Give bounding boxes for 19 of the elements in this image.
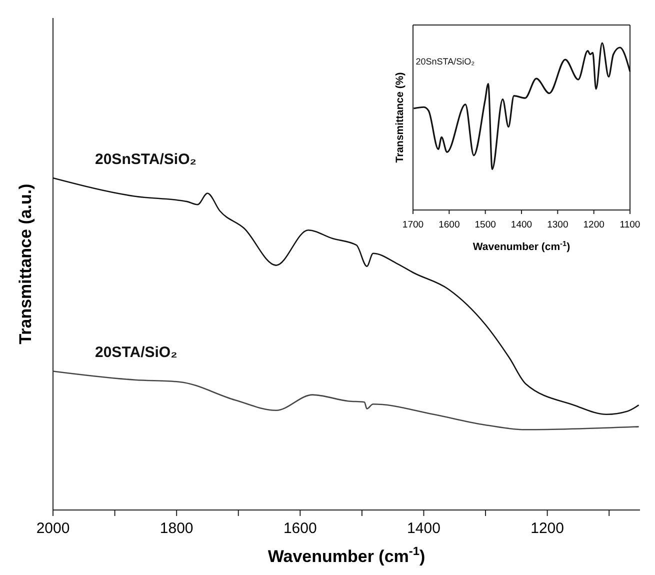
x-axis-title: Wavenumber (cm$^{-1}$) — [268, 544, 426, 566]
x-tick-label: 1300 — [547, 220, 568, 230]
x-tick-label: 1400 — [407, 520, 440, 537]
text: 20SnSTA/SiO₂ — [416, 56, 476, 66]
x-tick-label: 1800 — [160, 520, 194, 537]
x-tick-label: 1200 — [583, 220, 604, 230]
x-tick-label: 1500 — [474, 220, 496, 230]
x-tick-label: 1200 — [530, 520, 564, 537]
series-label: 20SnSTA/SiO₂ — [95, 151, 196, 168]
x-tick-label: 1600 — [283, 520, 317, 537]
x-tick-label: 1600 — [438, 220, 460, 230]
y-axis-title: Transmittance (%) — [394, 72, 406, 163]
x-tick-label: 1700 — [402, 220, 424, 230]
x-tick-label: 1400 — [510, 220, 532, 230]
x-tick-label: 2000 — [36, 520, 70, 537]
y-axis-title: Transmittance (a.u.) — [16, 184, 35, 344]
x-axis-title: Wavenumber (cm$^{-1}$) — [472, 238, 570, 253]
series-label: 20STA/SiO₂ — [95, 344, 178, 362]
x-tick-label: 1100 — [620, 220, 640, 230]
